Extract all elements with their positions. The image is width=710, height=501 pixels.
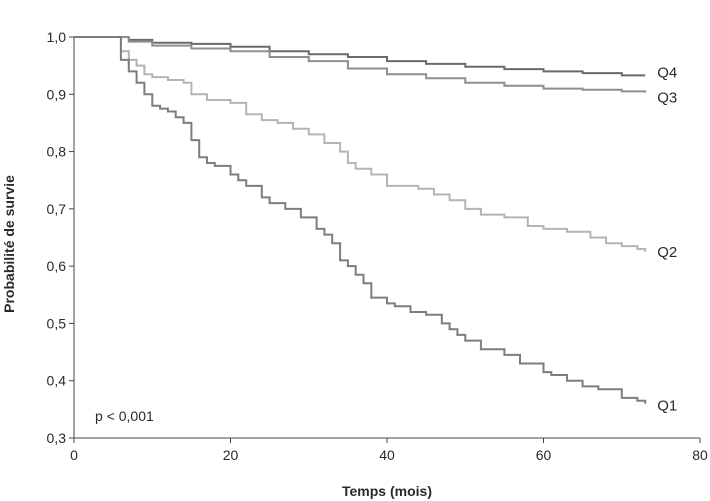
x-tick-label: 20 — [223, 447, 239, 463]
y-tick-label: 0,4 — [47, 373, 67, 389]
series-label-q1: Q1 — [657, 398, 677, 415]
series-line-q2 — [74, 36, 647, 252]
y-tick-label: 0,5 — [47, 315, 67, 331]
x-tick-label: 0 — [70, 447, 78, 463]
x-tick-label: 60 — [536, 447, 552, 463]
y-tick-label: 0,6 — [47, 258, 67, 274]
series-layer — [74, 36, 647, 404]
x-axis-title: Temps (mois) — [342, 483, 432, 499]
series-line-q1 — [74, 36, 647, 404]
series-label-q4: Q4 — [657, 64, 677, 81]
labels-layer: Q4 Q3 Q2 Q1 — [657, 64, 677, 414]
x-tick-label: 80 — [692, 447, 708, 463]
series-label-q2: Q2 — [657, 244, 677, 261]
x-tick-label: 40 — [379, 447, 395, 463]
y-tick-label: 1,0 — [47, 29, 67, 45]
y-tick-label: 0,3 — [47, 430, 67, 446]
series-line-q3 — [74, 36, 647, 93]
y-tick-label: 0,7 — [47, 201, 67, 217]
axes: 0,3 0,4 0,5 0,6 0,7 0,8 0,9 1,0 0 20 40 60 80 — [47, 29, 708, 463]
series-line-q4 — [74, 36, 646, 77]
y-tick-label: 0,9 — [47, 86, 67, 102]
series-label-q3: Q3 — [657, 90, 677, 107]
annotation-pvalue: p < 0,001 — [95, 408, 154, 424]
y-axis-title: Probabilité de survie — [1, 175, 17, 313]
y-tick-label: 0,8 — [47, 144, 67, 160]
